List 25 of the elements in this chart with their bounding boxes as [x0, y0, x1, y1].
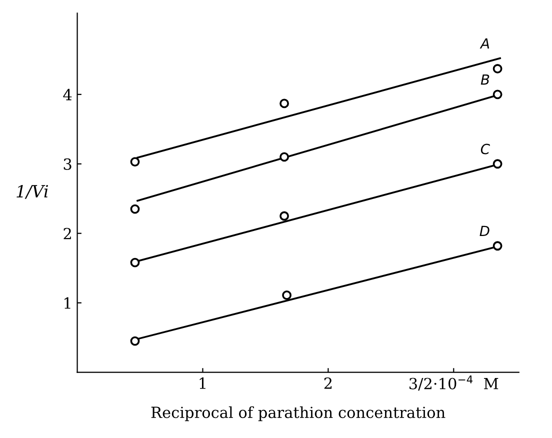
y-tick-label: 3: [64, 158, 72, 170]
x-tick-label: 2: [324, 377, 332, 389]
series-label: C: [480, 144, 490, 154]
y-axis-title: 1/Vi: [16, 184, 48, 199]
point: [130, 204, 140, 214]
point: [280, 211, 289, 221]
point: [492, 64, 502, 74]
point: [280, 152, 289, 162]
point: [130, 336, 140, 346]
series-label: D: [480, 226, 490, 236]
x-tick-label: 1: [200, 377, 206, 389]
point: [492, 90, 502, 100]
series-label: A: [480, 38, 490, 48]
y-tick-label: 2: [64, 228, 71, 240]
point: [282, 290, 292, 300]
x-tick-label: 3/2·10$^{−4}$ M: [410, 376, 498, 391]
point: [492, 159, 502, 169]
point: [130, 258, 140, 268]
series-label: B: [480, 74, 490, 85]
x-axis-title: Reciprocal of parathion concentration: [151, 406, 446, 422]
point: [280, 98, 289, 108]
point: [130, 157, 140, 167]
point: [492, 241, 502, 251]
y-tick-label: 4: [63, 88, 72, 100]
y-tick-label: 1: [64, 297, 70, 309]
